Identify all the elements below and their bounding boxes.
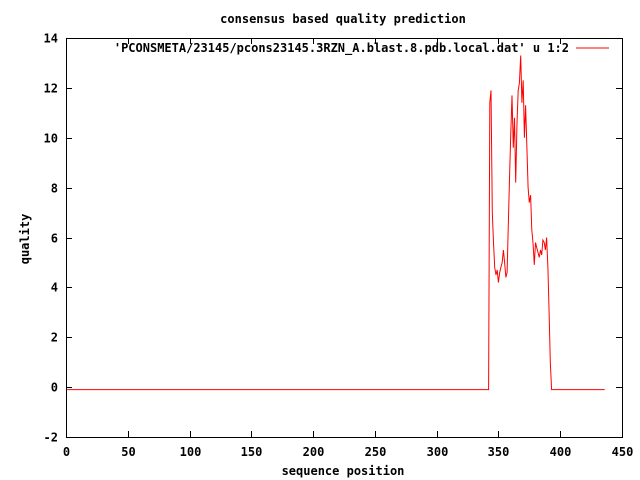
x-tick-label: 250 [365, 445, 387, 459]
x-tick-label: 400 [550, 445, 572, 459]
x-tick-label: 350 [488, 445, 510, 459]
y-tick-label: 14 [44, 32, 58, 46]
x-tick-label: 50 [121, 445, 135, 459]
y-tick-label: 10 [44, 132, 58, 146]
y-tick-label: 6 [51, 232, 58, 246]
y-tick-label: 0 [51, 381, 58, 395]
plot-area [67, 55, 605, 391]
chart-title: consensus based quality prediction [220, 12, 466, 26]
y-tick-label: 2 [51, 331, 58, 345]
x-tick-label: 450 [612, 445, 634, 459]
legend-label: 'PCONSMETA/23145/pcons23145.3RZN_A.blast… [114, 41, 569, 56]
y-tick-label: -2 [44, 431, 58, 445]
legend: 'PCONSMETA/23145/pcons23145.3RZN_A.blast… [114, 41, 609, 56]
y-tick-label: 4 [51, 281, 58, 295]
y-axis-label: quality [18, 214, 32, 265]
x-tick-label: 300 [427, 445, 449, 459]
y-tick-label: 12 [44, 82, 58, 96]
y-tick-label: 8 [51, 182, 58, 196]
axis-ticks: 0 50 100 150 200 250 300 350 400 450 -2 0 2 4 6 8 10 12 14 [44, 32, 634, 460]
plot-frame [66, 38, 623, 438]
x-tick-label: 200 [303, 445, 325, 459]
x-tick-label: 150 [241, 445, 263, 459]
x-tick-label: 0 [63, 445, 70, 459]
x-axis-label: sequence position [282, 464, 405, 478]
x-tick-label: 100 [180, 445, 202, 459]
series-line-0 [67, 55, 605, 391]
